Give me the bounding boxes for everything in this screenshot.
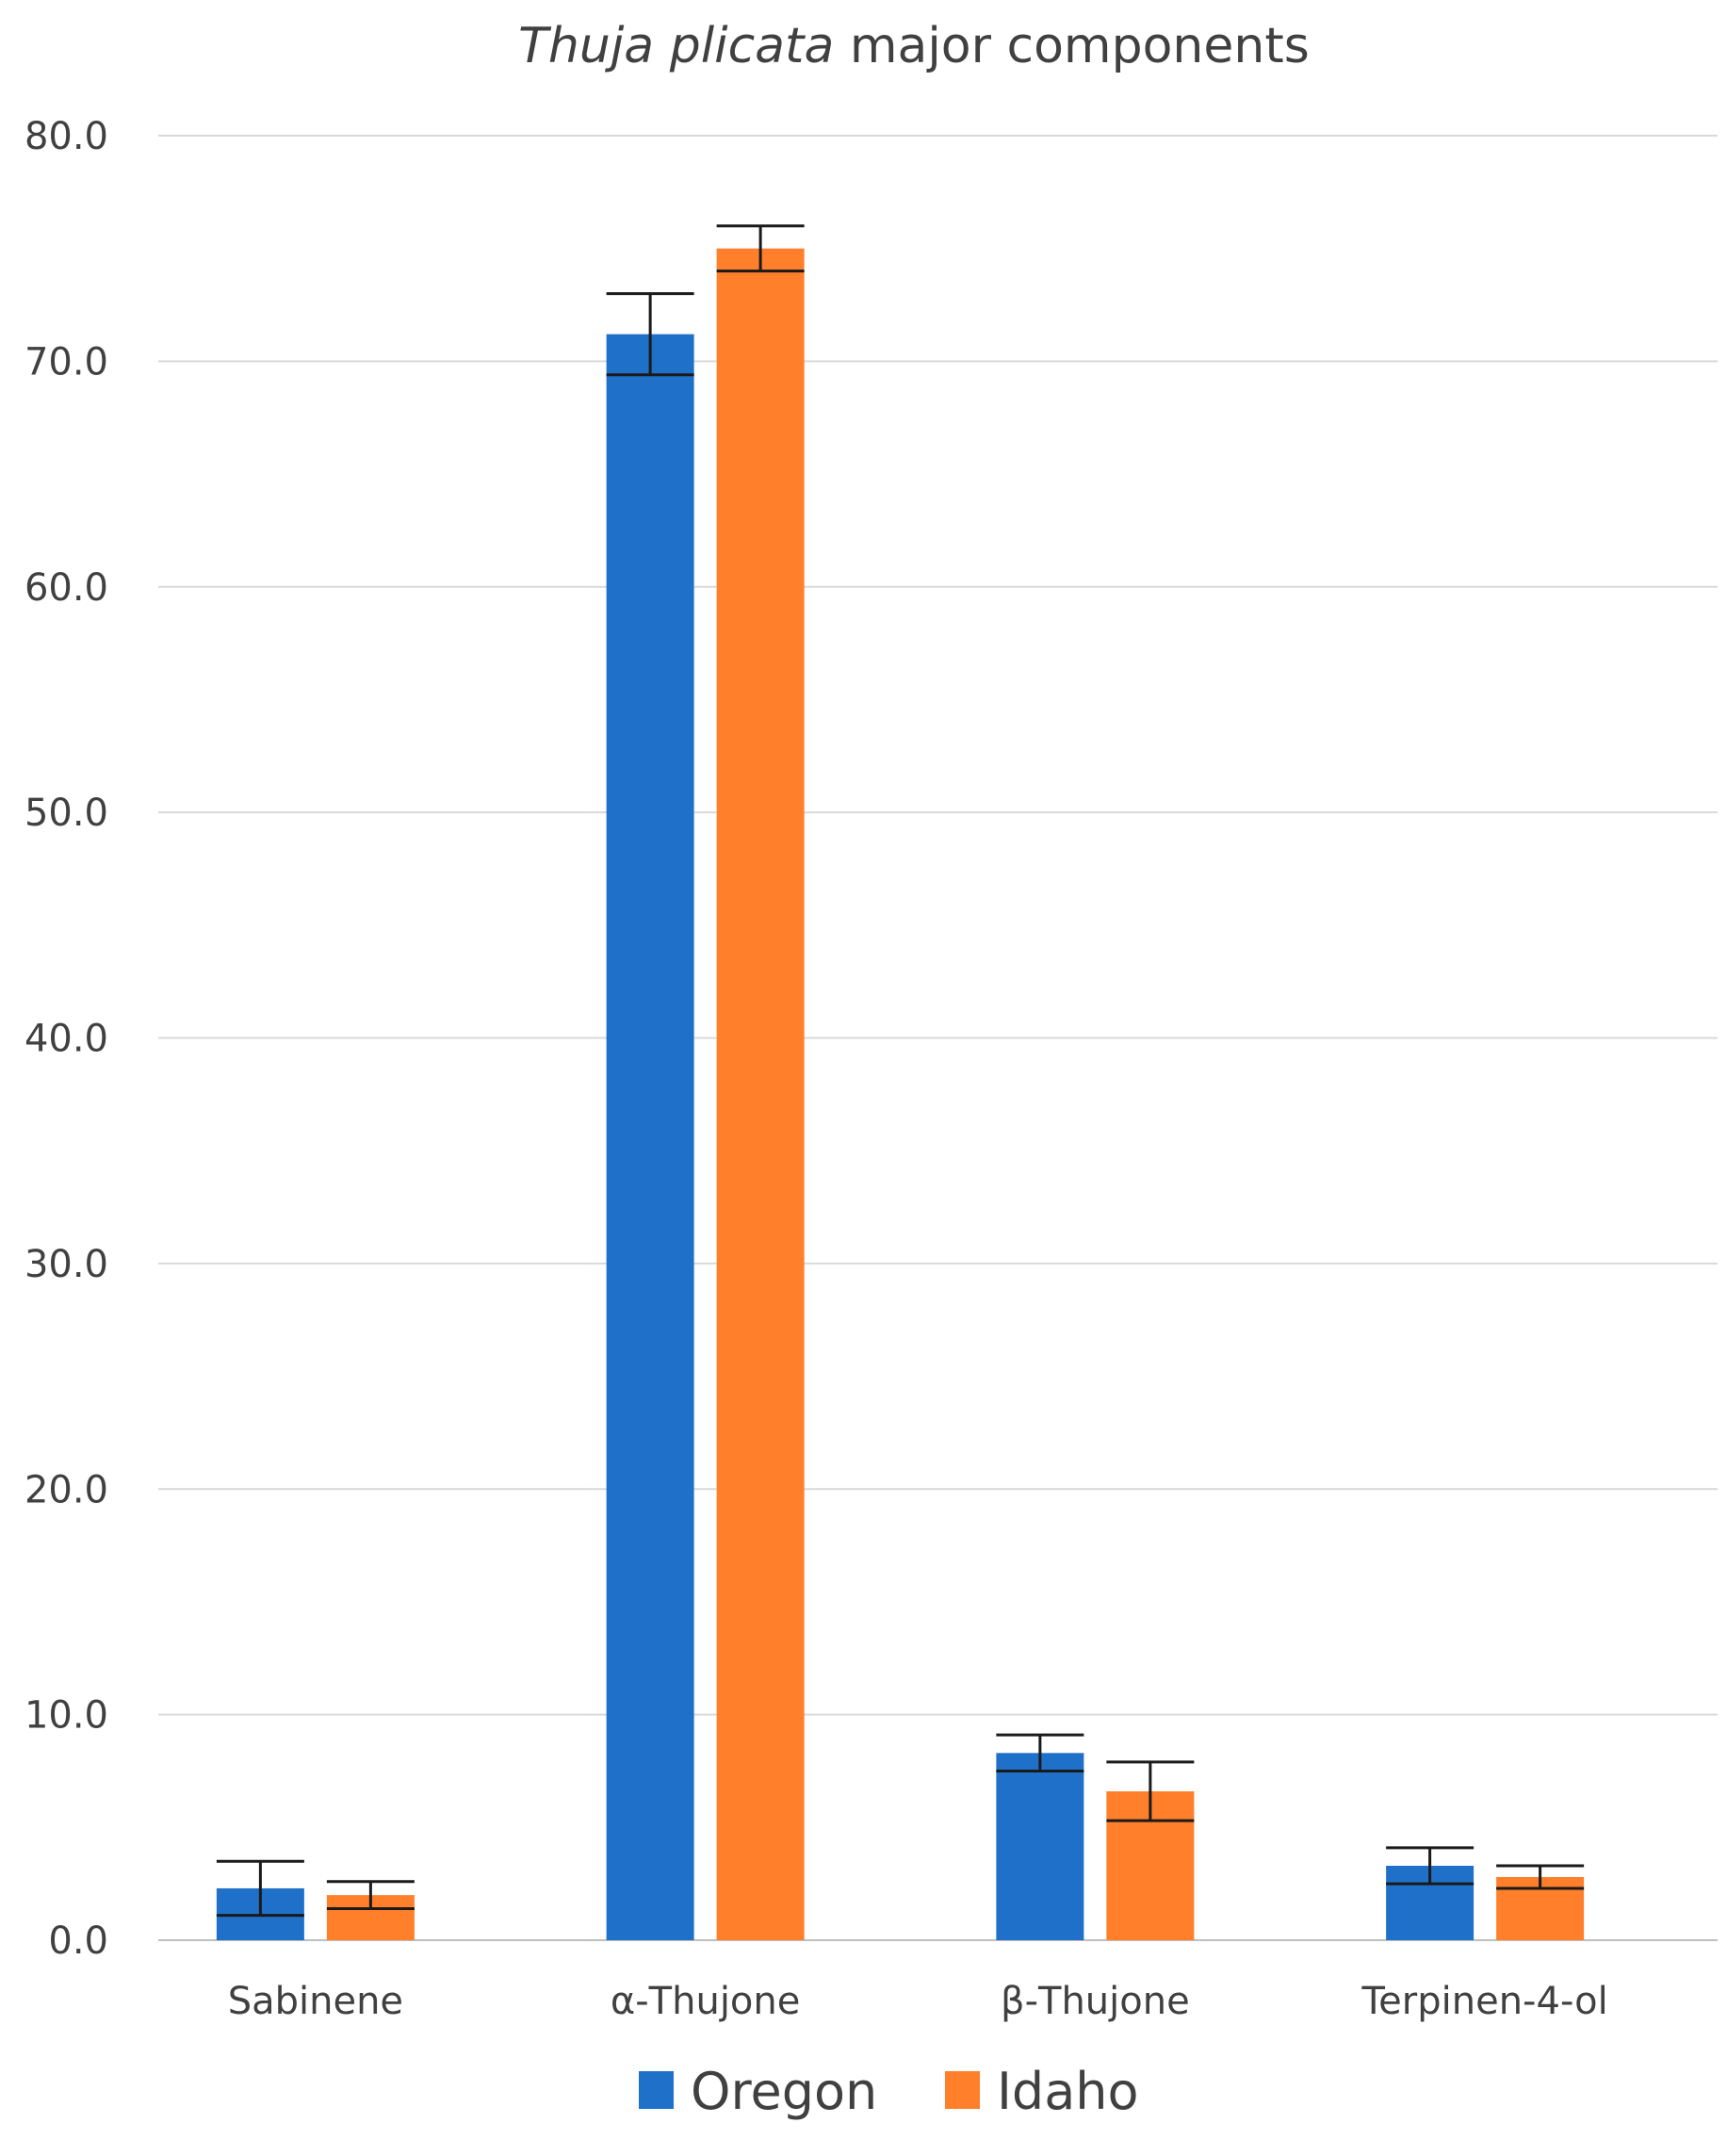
- x-category-label: β-Thujone: [1001, 1980, 1190, 2023]
- legend-swatch: [639, 2071, 674, 2109]
- error-bar: [326, 1880, 415, 1910]
- chart-title-italic: Thuja plicata: [518, 18, 834, 74]
- error-bar: [1386, 1846, 1474, 1886]
- y-tick-label: 80.0: [24, 115, 108, 158]
- y-axis-ticks: 0.0 10.0 20.0 30.0 40.0 50.0 60.0 70.0 80.0: [24, 115, 108, 1963]
- y-tick-label: 60.0: [24, 566, 108, 610]
- bar-idaho: [716, 248, 805, 1940]
- y-tick-label: 20.0: [24, 1468, 108, 1511]
- error-bars: [216, 224, 1585, 1918]
- legend-label: Idaho: [997, 2062, 1139, 2121]
- chart-title-rest: major components: [834, 18, 1310, 74]
- legend-label: Oregon: [691, 2062, 877, 2121]
- legend: Oregon Idaho: [639, 2062, 1139, 2121]
- error-bar: [216, 1859, 304, 1918]
- y-tick-label: 70.0: [24, 340, 108, 384]
- bar-oregon: [606, 334, 694, 1940]
- bars: [216, 248, 1585, 1940]
- x-category-label: α-Thujone: [611, 1980, 800, 2023]
- error-bar: [716, 224, 805, 273]
- x-category-label: Sabinene: [228, 1980, 403, 2023]
- y-tick-label: 0.0: [48, 1919, 108, 1963]
- legend-swatch: [945, 2071, 980, 2109]
- y-tick-label: 50.0: [24, 792, 108, 835]
- error-bar: [1106, 1760, 1195, 1822]
- y-tick-label: 40.0: [24, 1018, 108, 1061]
- gridlines: [158, 135, 1718, 1941]
- legend-item-oregon: Oregon: [639, 2062, 877, 2121]
- legend-item-idaho: Idaho: [945, 2062, 1139, 2121]
- x-axis-categories: Sabinene α-Thujone β-Thujone Terpinen-4-ol: [228, 1980, 1608, 2023]
- chart-title: Thuja plicata major components: [518, 18, 1310, 74]
- x-category-label: Terpinen-4-ol: [1361, 1980, 1608, 2023]
- bar-oregon: [996, 1753, 1084, 1940]
- error-bar: [996, 1733, 1084, 1772]
- error-bar: [1496, 1864, 1585, 1890]
- error-bar: [606, 292, 694, 377]
- y-tick-label: 30.0: [24, 1243, 108, 1286]
- y-tick-label: 10.0: [24, 1694, 108, 1738]
